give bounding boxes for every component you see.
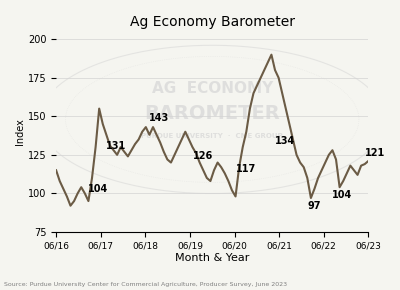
Text: 121: 121 (365, 148, 385, 158)
Text: PURDUE UNIVERSITY  ·  CME GROUP: PURDUE UNIVERSITY · CME GROUP (142, 133, 283, 139)
Text: AG  ECONOMY: AG ECONOMY (152, 81, 273, 96)
Text: Source: Purdue University Center for Commercial Agriculture, Producer Survey, Ju: Source: Purdue University Center for Com… (4, 282, 287, 287)
Text: BAROMETER: BAROMETER (144, 104, 280, 123)
Text: 126: 126 (192, 151, 213, 162)
Text: 131: 131 (106, 141, 127, 151)
X-axis label: Month & Year: Month & Year (175, 253, 250, 263)
Text: 143: 143 (150, 113, 170, 123)
Text: 117: 117 (236, 164, 256, 174)
Text: 97: 97 (307, 201, 321, 211)
Title: Ag Economy Barometer: Ag Economy Barometer (130, 15, 295, 29)
Text: 134: 134 (275, 136, 295, 146)
Text: 104: 104 (332, 190, 353, 200)
Text: 104: 104 (88, 184, 109, 194)
Y-axis label: Index: Index (15, 118, 25, 145)
